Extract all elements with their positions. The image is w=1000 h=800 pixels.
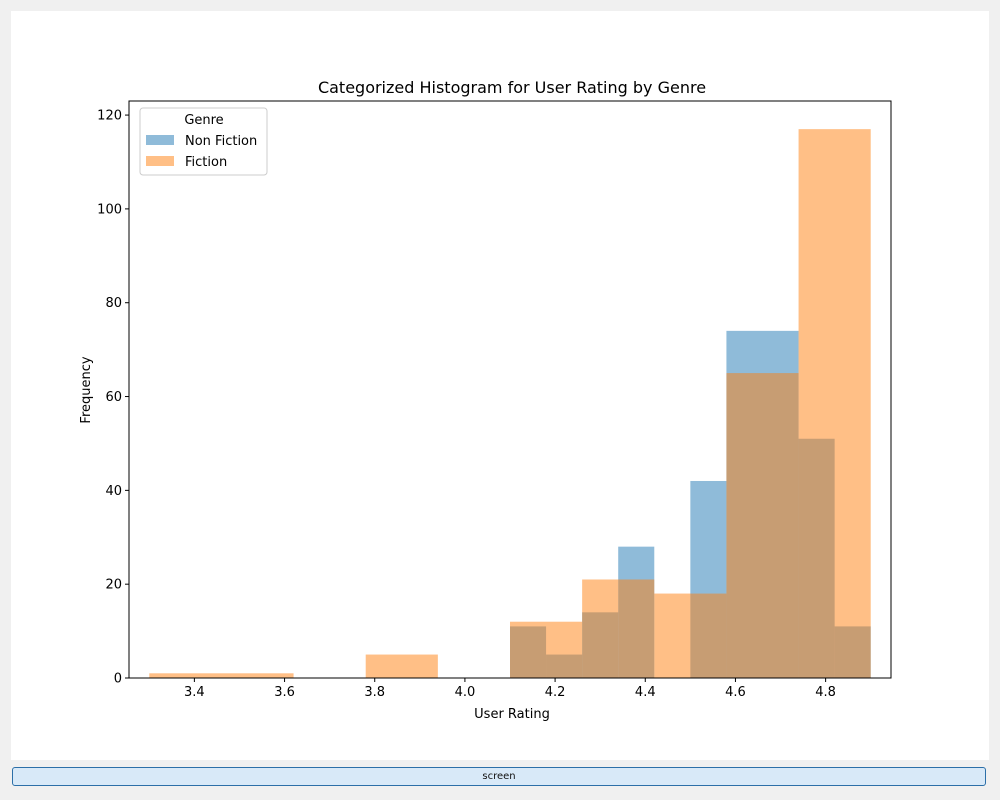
bar-fiction-6 (726, 373, 799, 678)
bar-fiction-7 (798, 129, 871, 678)
chart-title: Categorized Histogram for User Rating by… (318, 78, 706, 97)
y-axis-label: Frequency (79, 356, 94, 423)
histogram-chart: Categorized Histogram for User Rating by… (79, 78, 892, 722)
legend-swatch-non-fiction (146, 135, 174, 145)
bar-fiction-1 (365, 654, 438, 678)
x-tick-label-0: 3.4 (184, 685, 205, 700)
x-tick-label-3: 4.0 (455, 685, 476, 700)
bar-fiction-4 (618, 579, 655, 678)
bar-fiction-3 (582, 579, 619, 678)
legend-swatch-fiction (146, 156, 174, 166)
x-tick-label-5: 4.4 (635, 685, 656, 700)
legend-label-non-fiction: Non Fiction (185, 134, 257, 149)
axes-layer: 3.4 3.6 3.8 4.0 4.2 4.4 4.6 4.8 0 20 40 60 80 100 120 (97, 100, 892, 700)
y-tick-label-4: 80 (105, 296, 122, 311)
figure-panel: Categorized Histogram for User Rating by… (11, 11, 989, 760)
y-tick-label-5: 100 (97, 202, 122, 217)
bar-fiction-2 (510, 621, 583, 678)
legend: Genre Non Fiction Fiction (139, 107, 268, 176)
y-tick-label-3: 60 (105, 390, 122, 405)
bar-fiction-0 (149, 673, 294, 678)
screen-button[interactable]: screen (12, 767, 986, 786)
x-axis-label: User Rating (474, 707, 550, 722)
x-tick-label-2: 3.8 (364, 685, 385, 700)
x-tick-label-7: 4.8 (815, 685, 836, 700)
y-tick-label-1: 20 (105, 578, 122, 593)
y-tick-label-0: 0 (114, 672, 122, 687)
bars-layer (149, 129, 871, 678)
x-tick-label-1: 3.6 (274, 685, 295, 700)
x-tick-label-4: 4.2 (545, 685, 566, 700)
legend-label-fiction: Fiction (185, 155, 227, 170)
x-tick-label-6: 4.6 (725, 685, 746, 700)
plot-frame (128, 100, 892, 679)
y-tick-label-2: 40 (105, 484, 122, 499)
y-tick-label-6: 120 (97, 109, 122, 124)
bar-fiction-5 (654, 593, 727, 678)
legend-title: Genre (184, 113, 223, 128)
